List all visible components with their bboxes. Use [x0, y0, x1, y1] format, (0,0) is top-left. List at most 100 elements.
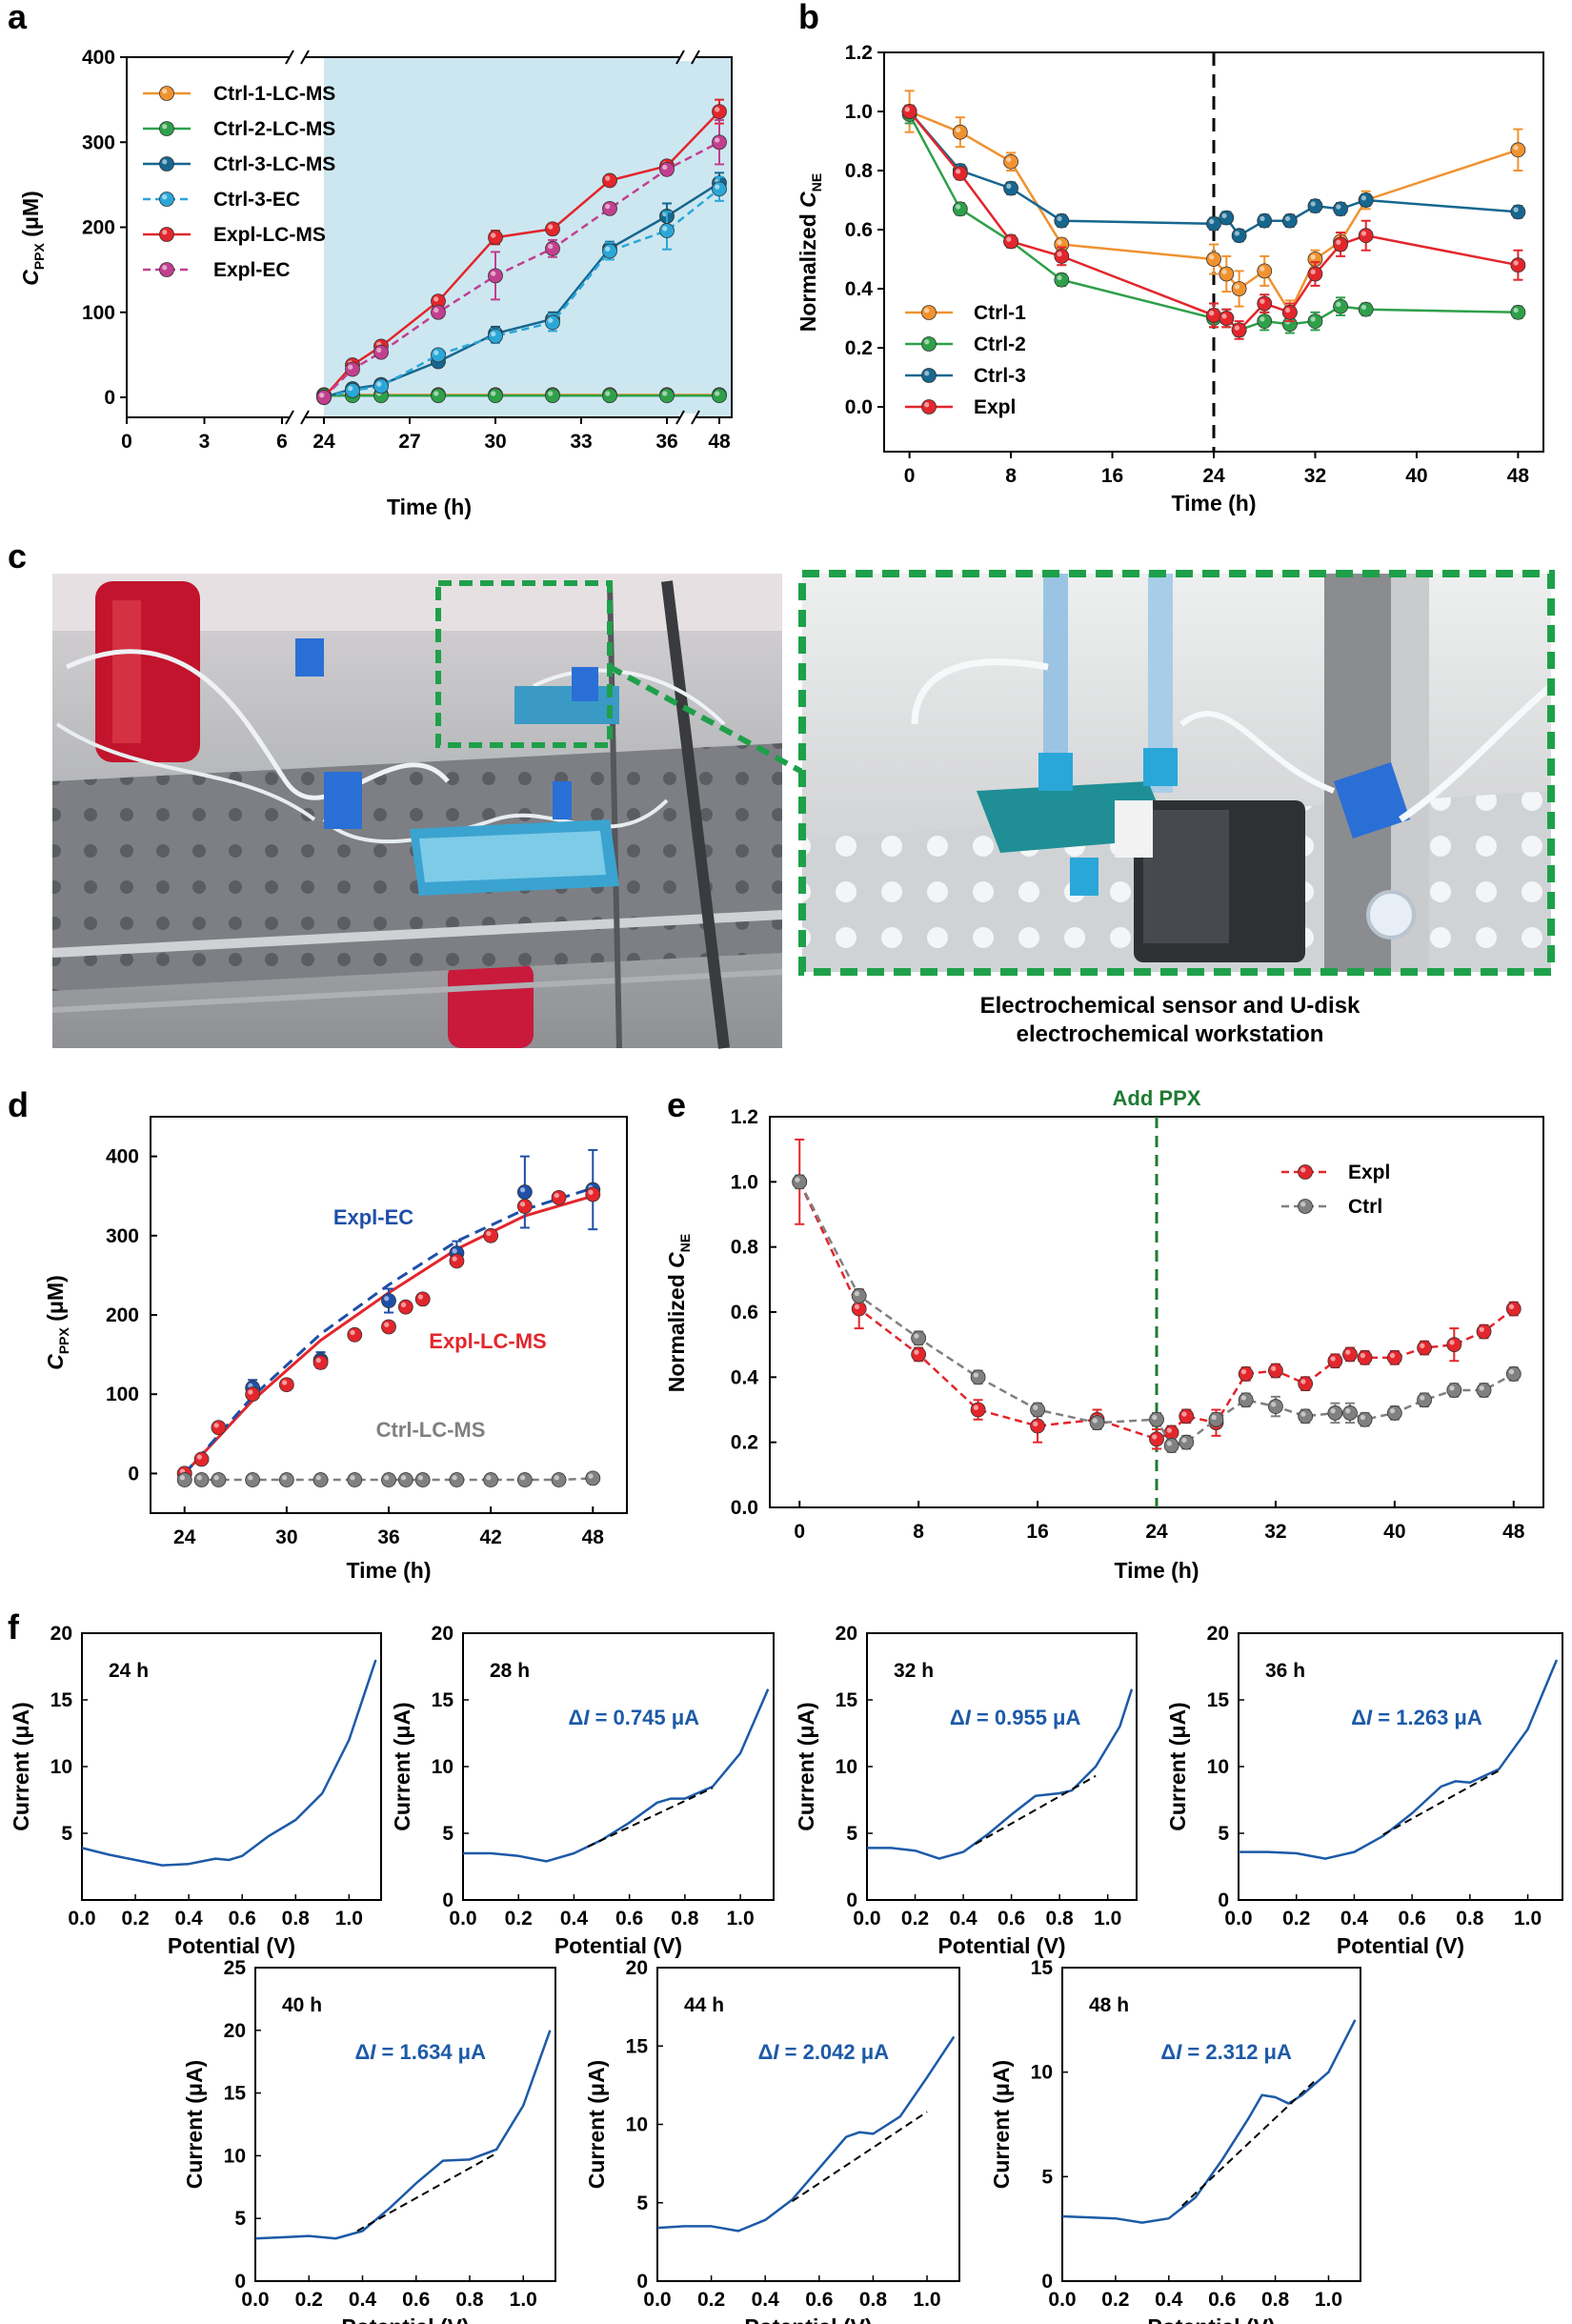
point-Ctrl [1476, 1383, 1492, 1398]
subplot-xtick-label: 0.8 [1456, 1908, 1484, 1930]
point-Expl-EC-fill [488, 268, 503, 284]
subplot-xtick-label: 0.8 [859, 2289, 888, 2311]
point-Expl-shine [1240, 1369, 1247, 1375]
point-Expl-fill [1149, 1431, 1164, 1447]
chart-e-xlabel: Time (h) [1114, 1558, 1199, 1583]
point-Ctrl-shine [1420, 1395, 1425, 1401]
point-Expl-EC-shine [662, 164, 668, 171]
point-Ctrl-1 [1231, 281, 1247, 296]
point-Ctrl-shine [914, 1333, 919, 1339]
chart-b-xtick-label: 24 [1202, 465, 1225, 487]
point-Ctrl-1-fill [1219, 266, 1235, 282]
delta-current-label: ΔI = 1.634 μA [354, 2040, 486, 2064]
point-Ctrl-2-shine [1310, 316, 1316, 322]
point-Expl-EC-shine [548, 243, 554, 250]
subplot-xlabel: Potential (V) [1147, 2314, 1275, 2324]
point-Ctrl-2-LC-MS-shine [491, 391, 496, 396]
point-Expl-shine [1284, 307, 1291, 313]
subplot-ytick-label: 20 [432, 1623, 453, 1645]
point-Ctrl-2 [1510, 304, 1526, 320]
point-Ctrl-LC-MS-shine [384, 1475, 390, 1481]
point-Expl-fill [1505, 1301, 1522, 1317]
point-Expl [1003, 233, 1018, 250]
point-Ctrl-LC-MS [312, 1472, 329, 1487]
subplot-xtick-label: 0.2 [1282, 1908, 1310, 1930]
point-Ctrl-fill [1030, 1402, 1045, 1418]
subplot-ytick-label: 15 [224, 2083, 247, 2105]
point-Ctrl-3-shine [1513, 207, 1519, 212]
legend-label-Ctrl-1: Ctrl-1 [974, 302, 1026, 324]
point-Expl-shine [1479, 1326, 1484, 1332]
point-Expl-shine [1310, 269, 1316, 274]
photo-caption-line1: Electrochemical sensor and U-disk [980, 993, 1360, 1019]
subplot-ytick-label: 15 [836, 1689, 858, 1711]
photo-incubator [51, 574, 804, 1049]
chart-b-xlabel: Time (h) [1171, 491, 1256, 515]
chart-e-xtick-label: 16 [1026, 1521, 1048, 1543]
point-Expl-LC-MS [397, 1299, 413, 1315]
point-Expl-shine [914, 1349, 919, 1355]
legend-marker-Ctrl-3-EC-shine [162, 194, 168, 200]
chart-a-frame [126, 56, 733, 418]
chart-b-xtick-label: 8 [1005, 465, 1017, 487]
point-Expl-shine [1300, 1379, 1306, 1384]
point-Ctrl-2-LC-MS-fill [545, 388, 560, 404]
chart-d-xtick-label: 36 [377, 1526, 399, 1548]
legend-marker-Ctrl-2-LC-MS [159, 121, 174, 136]
subplot-ytick-label: 5 [442, 1823, 453, 1845]
point-Ctrl-1-shine [1513, 145, 1519, 151]
subplot-ytick-label: 10 [50, 1756, 72, 1778]
point-Ctrl-shine [1360, 1414, 1365, 1421]
subplot-32h: 0.0 0.2 0.4 0.6 0.8 1.0 0 5 10 15 20 Potential (V) C… [794, 1623, 1138, 1958]
point-Ctrl-shine [1300, 1411, 1306, 1417]
point-Expl-LC-MS-fill [245, 1386, 261, 1403]
point-Ctrl [1089, 1415, 1105, 1431]
point-Expl-LC-MS-shine [196, 1454, 202, 1460]
legend-marker-Ctrl-3-shine [924, 371, 930, 376]
point-Expl-LC-MS [483, 1227, 499, 1243]
chart-a-xtick-label: 6 [276, 431, 288, 453]
point-Expl-EC [488, 268, 503, 284]
point-Expl-EC [602, 200, 617, 216]
point-Expl-LC-MS-fill [602, 172, 617, 189]
point-Expl-LC-MS-shine [433, 296, 439, 302]
point-Ctrl-2-fill [1358, 301, 1374, 317]
subplot-ytick-label: 10 [432, 1756, 453, 1778]
point-Expl-shine [1336, 239, 1341, 245]
point-Expl-shine [1330, 1356, 1336, 1362]
subplot-time-label: 24 h [109, 1660, 149, 1682]
subplot-ytick-label: 0 [442, 1890, 453, 1911]
subplot-xtick-label: 0.6 [1208, 2289, 1236, 2311]
chart-e-ytick-label: 1.0 [731, 1171, 758, 1193]
subplot-xtick-label: 0.2 [901, 1908, 929, 1930]
point-Ctrl-LC-MS-shine [281, 1475, 288, 1481]
chart-d-xtick-label: 30 [275, 1526, 297, 1548]
point-Expl-fill [970, 1402, 986, 1418]
subplot-48h: 0.0 0.2 0.4 0.6 0.8 1.0 0 5 10 15 Potential (V) Cur… [989, 1957, 1361, 2324]
point-Expl-shine [1360, 231, 1367, 236]
point-Ctrl-LC-MS-shine [486, 1475, 492, 1481]
subplot-xtick-label: 0.6 [998, 1908, 1025, 1930]
point-Expl-EC-fill [345, 361, 360, 377]
point-Ctrl-3 [1281, 212, 1298, 229]
point-Expl-EC-fill [373, 344, 389, 360]
point-Expl-EC [712, 134, 727, 151]
point-Ctrl-LC-MS [278, 1472, 294, 1487]
point-Expl-EC-shine [452, 1248, 457, 1254]
point-Expl-fill [1357, 1349, 1373, 1365]
point-Ctrl [1030, 1402, 1045, 1418]
chart-b-xtick-label: 0 [904, 465, 916, 487]
point-Ctrl-3-EC [602, 243, 617, 259]
point-Ctrl-LC-MS [551, 1472, 567, 1487]
point-Expl-LC-MS-shine [491, 232, 496, 238]
point-Ctrl-LC-MS-shine [452, 1475, 457, 1481]
point-Ctrl-fill [1327, 1405, 1343, 1421]
point-Expl-LC-MS-fill [397, 1299, 413, 1315]
point-Ctrl-fill [970, 1369, 986, 1385]
current-curve [656, 2035, 956, 2233]
point-Ctrl [970, 1369, 986, 1385]
chart-a-xtick-label: 48 [708, 431, 731, 453]
point-Ctrl-1 [1257, 263, 1273, 279]
subplot-xtick-label: 1.0 [913, 2289, 940, 2311]
point-Expl-EC-shine [384, 1296, 390, 1302]
